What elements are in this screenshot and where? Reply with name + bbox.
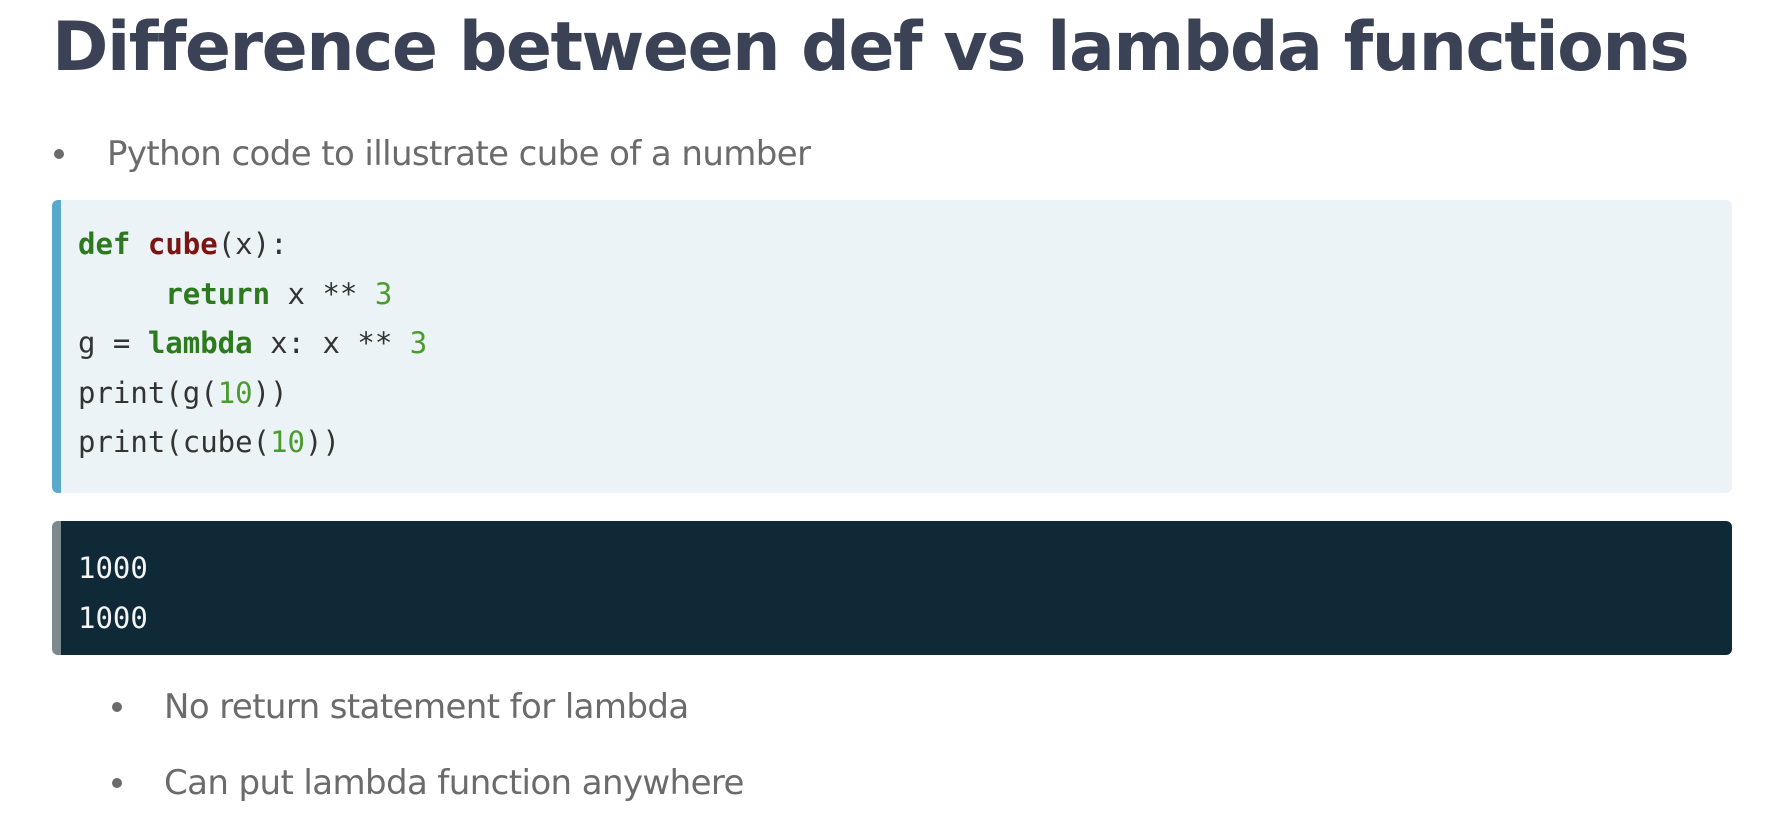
code-text (78, 277, 165, 311)
code-keyword: return (165, 276, 271, 311)
code-text: x ** (270, 276, 375, 311)
bullet-text: Python code to illustrate cube of a numb… (107, 134, 811, 174)
bullet-text: Can put lambda function anywhere (164, 763, 744, 803)
slide-content: Difference between def vs lambda functio… (52, 0, 1732, 837)
intro-bullet-list: Python code to illustrate cube of a numb… (52, 132, 1732, 176)
bullet-dot-icon (112, 778, 122, 788)
list-item: No return statement for lambda (52, 685, 1732, 729)
output-line: 1000 (78, 551, 148, 585)
code-number: 10 (217, 375, 253, 410)
code-block: def cube(x): return x ** 3 g = lambda x:… (52, 200, 1732, 493)
code-text: x: x ** (252, 326, 410, 361)
code-line: print(g(10)) (78, 369, 1732, 419)
code-text (130, 227, 147, 261)
code-function-name: cube (147, 227, 218, 261)
code-text: )) (252, 375, 288, 410)
code-text: print(g( (78, 375, 218, 410)
code-keyword: lambda (147, 326, 253, 361)
list-item: Can put lambda function anywhere (52, 761, 1732, 805)
code-line: print(cube(10)) (78, 418, 1732, 468)
output-block: 1000 1000 (52, 521, 1732, 655)
code-line: def cube(x): (78, 220, 1732, 270)
code-line: return x ** 3 (78, 270, 1732, 320)
code-keyword: def (78, 227, 131, 261)
bullet-dot-icon (112, 702, 122, 712)
code-number: 10 (270, 425, 305, 460)
sub-bullet-list: No return statement for lambda Can put l… (52, 685, 1732, 805)
output-line: 1000 (78, 600, 148, 635)
page-title: Difference between def vs lambda functio… (52, 8, 1690, 87)
code-number: 3 (374, 276, 393, 311)
list-item: Python code to illustrate cube of a numb… (52, 132, 1732, 176)
code-text: (x): (217, 227, 288, 261)
code-line: g = lambda x: x ** 3 (78, 319, 1732, 369)
bullet-text: No return statement for lambda (164, 687, 689, 727)
code-text: print(cube( (78, 425, 271, 460)
bullet-dot-icon (54, 149, 64, 159)
code-text: g = (78, 326, 148, 361)
code-text: )) (304, 425, 340, 460)
code-number: 3 (409, 326, 428, 361)
